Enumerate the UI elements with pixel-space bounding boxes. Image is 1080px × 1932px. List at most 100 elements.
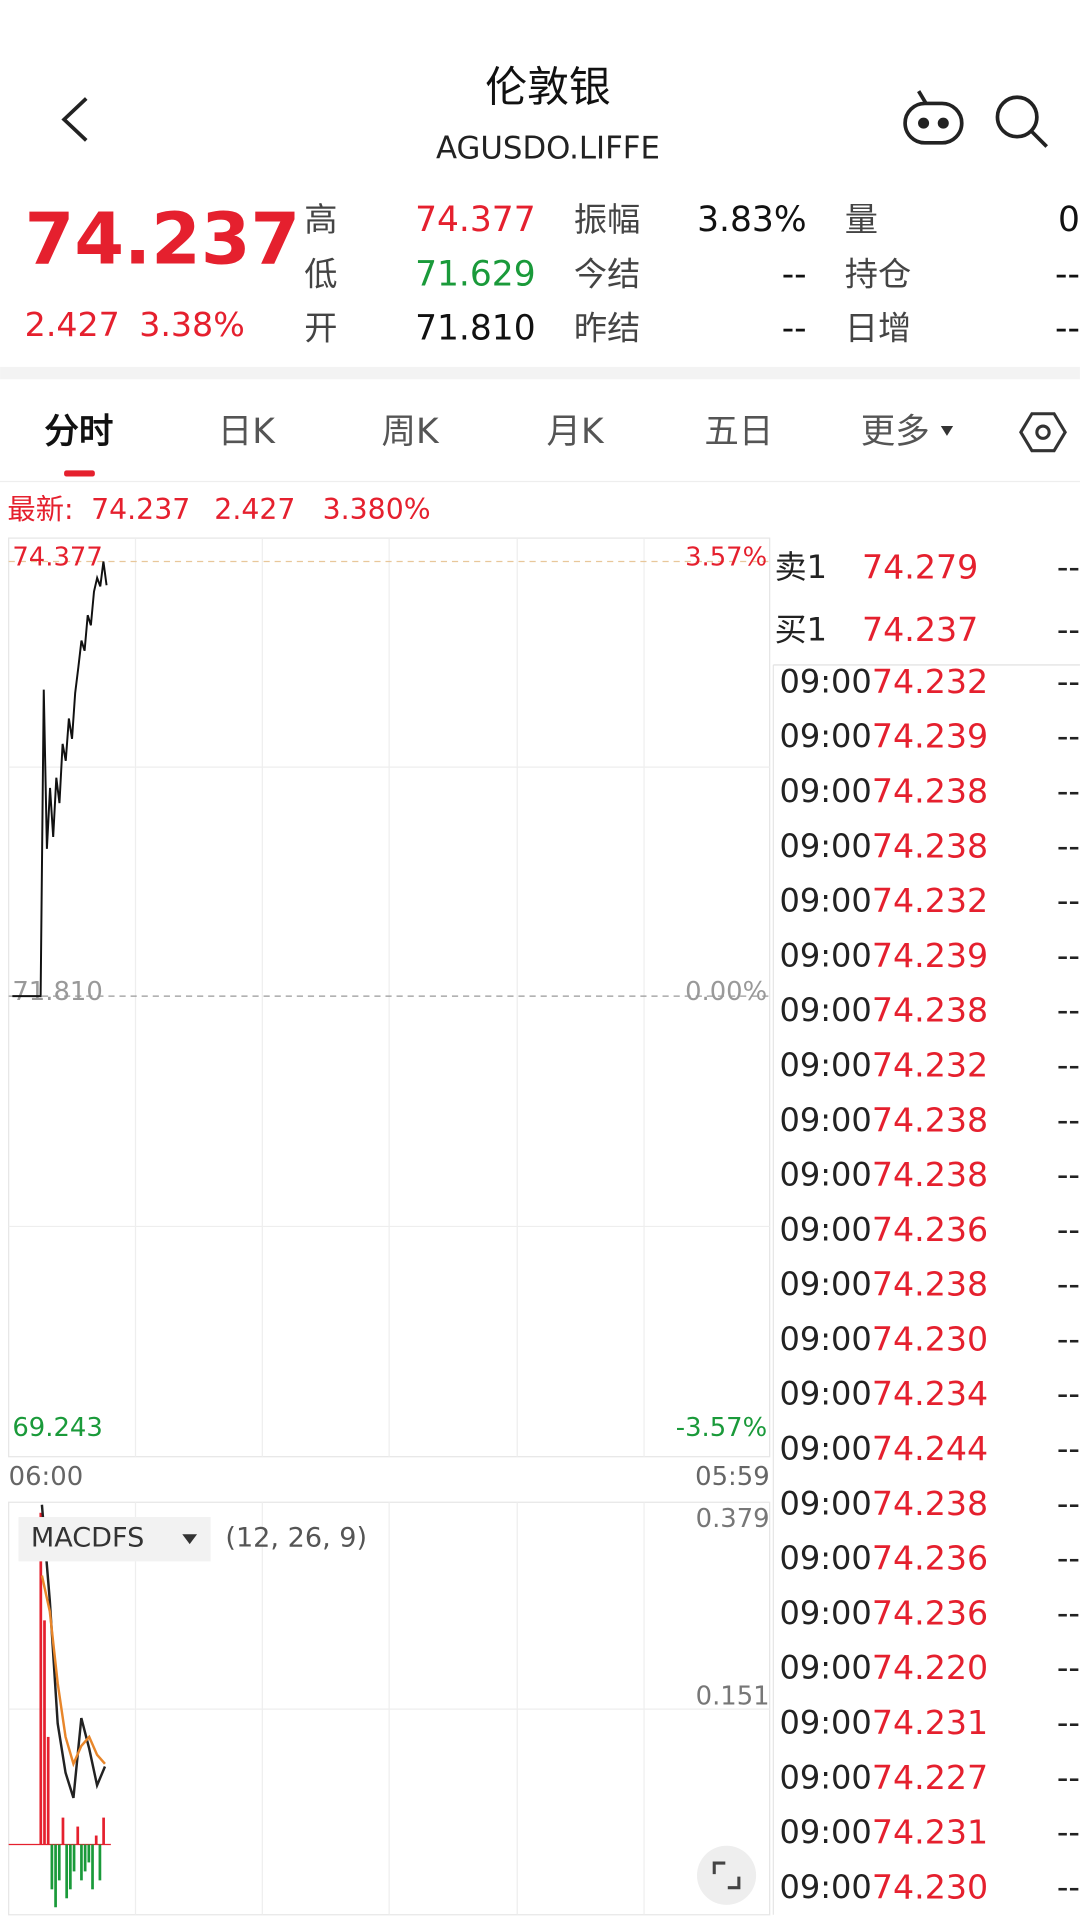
trade-volume: --: [1057, 1594, 1080, 1632]
trade-time: 09:00: [779, 882, 871, 920]
settings-icon-dot: [1035, 424, 1051, 440]
trade-time: 09:00: [779, 1156, 871, 1194]
book-side: 买1: [775, 611, 827, 649]
change: 2.427: [25, 305, 120, 344]
axis-label: 69.243: [12, 1413, 102, 1443]
histogram-bar: [50, 1844, 54, 1890]
tab[interactable]: 月K: [547, 412, 605, 452]
price-line: [12, 561, 108, 998]
histogram-bar: [57, 1844, 61, 1881]
histogram-bar: [94, 1835, 98, 1845]
trade-time: 09:00: [779, 1046, 871, 1084]
tab[interactable]: 五日: [704, 412, 773, 452]
trade-time: 09:00: [779, 1430, 871, 1468]
trade-volume: --: [1057, 1704, 1080, 1742]
trade-time: 09:00: [779, 1868, 871, 1906]
axis-label: 3.57%: [685, 542, 767, 572]
trade-price: 74.238: [872, 1484, 988, 1523]
histogram-bar: [102, 1817, 105, 1845]
code: AGUSDO.LIFFE: [436, 131, 660, 167]
trade-time: 09:00: [779, 1704, 871, 1742]
stats: 高 74.377 低 71.629 开 71.810 振幅 3.83% 今结 -- 昨结 -- 量 0 持仓…: [304, 200, 1080, 348]
axis-label: 74.377: [12, 542, 102, 572]
price: 74.237: [25, 197, 301, 280]
latest-pct: 3.380%: [323, 493, 431, 526]
tab[interactable]: 日K: [218, 412, 276, 452]
stat-label: 量: [845, 200, 878, 239]
tab[interactable]: 更多: [861, 412, 930, 452]
stat-label: 振幅: [574, 200, 640, 239]
histogram-bar: [76, 1826, 80, 1845]
stat-label: 今结: [574, 254, 640, 293]
trade-price: 74.230: [872, 1319, 988, 1358]
trade-price: 74.238: [872, 826, 988, 865]
trade-price: 74.234: [872, 1374, 988, 1413]
trade-price: 74.231: [872, 1813, 988, 1852]
tab-indicator: [64, 470, 95, 477]
histogram-bar: [87, 1844, 91, 1863]
search-icon[interactable]: [995, 95, 1049, 148]
tab[interactable]: 分时: [44, 412, 113, 452]
stat-value: --: [1055, 254, 1080, 294]
trade-volume: --: [1057, 1649, 1080, 1687]
trade-price: 74.220: [872, 1648, 988, 1687]
trade-time: 09:00: [779, 662, 871, 700]
book-volume: --: [1057, 548, 1080, 586]
histogram-bar: [69, 1844, 72, 1890]
trade-volume: --: [1057, 717, 1080, 755]
stat-value: 3.83%: [697, 200, 807, 240]
settings-icon[interactable]: [1019, 412, 1067, 453]
stat-label: 低: [304, 254, 337, 293]
dea-line: [40, 1575, 106, 1768]
axis-label: 0.00%: [685, 977, 767, 1007]
tab[interactable]: 周K: [382, 412, 440, 452]
trade-volume: --: [1057, 1813, 1080, 1851]
stat-value: 0: [1058, 200, 1080, 240]
tabs: 分时 日K 周K 月K 五日 更多: [44, 412, 929, 452]
trade-time: 09:00: [779, 1649, 871, 1687]
indicator-selector[interactable]: [18, 1517, 211, 1562]
expand-button[interactable]: [696, 1845, 757, 1905]
trade-price: 74.238: [872, 1100, 988, 1139]
stat-label: 日增: [845, 309, 911, 348]
indicator-name: MACDFS: [31, 1523, 144, 1554]
back-button[interactable]: [61, 97, 88, 142]
trade-volume: --: [1057, 1210, 1080, 1248]
macd-chart: 0.379 0.151: [8, 1501, 771, 1916]
trade-time: 09:00: [779, 827, 871, 865]
intraday-chart: 74.377 3.57% 71.810 0.00% 69.243 -3.57% 06:00 0…: [8, 537, 771, 1492]
axis-label: -3.57%: [676, 1413, 767, 1443]
trade-volume: --: [1057, 827, 1080, 865]
stat-value: --: [782, 254, 807, 294]
stat-value: --: [782, 309, 807, 349]
trade-volume: --: [1057, 772, 1080, 810]
indicator-arrow: [182, 1534, 198, 1545]
book-side: 卖1: [775, 548, 827, 586]
trade-price: 74.236: [872, 1539, 988, 1578]
trade-time: 09:00: [779, 717, 871, 755]
trade-volume: --: [1057, 662, 1080, 700]
latest: 最新: 74.237 2.427 3.380%: [7, 493, 430, 526]
more-arrow: [940, 426, 954, 436]
trade-time: 09:00: [779, 1539, 871, 1577]
trade-price: 74.238: [872, 1265, 988, 1304]
stat-label: 高: [304, 200, 337, 239]
stat-value: 71.629: [415, 254, 536, 294]
trade-volume: --: [1057, 1539, 1080, 1577]
book-price: 74.279: [862, 547, 978, 586]
stat-label: 持仓: [845, 254, 911, 293]
book-price: 74.237: [862, 610, 978, 649]
trade-time: 09:00: [779, 1594, 871, 1632]
time-label: 06:00: [9, 1462, 83, 1492]
histogram-bar: [98, 1844, 102, 1881]
change-pct: 3.38%: [139, 305, 245, 344]
trade-price: 74.232: [872, 1045, 988, 1084]
trade-time: 09:00: [779, 991, 871, 1029]
histogram-bar: [65, 1844, 69, 1899]
trade-volume: --: [1057, 1868, 1080, 1906]
robot-icon[interactable]: [903, 90, 964, 145]
trade-volume: --: [1057, 1265, 1080, 1303]
book-volume: --: [1057, 611, 1080, 649]
trade-volume: --: [1057, 1156, 1080, 1194]
